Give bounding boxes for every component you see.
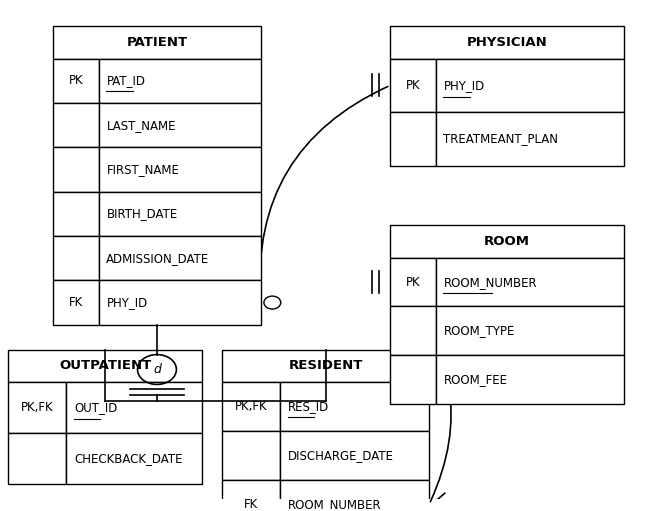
Text: RESIDENT: RESIDENT xyxy=(288,359,363,373)
Text: PK: PK xyxy=(406,79,421,92)
Text: ROOM_FEE: ROOM_FEE xyxy=(443,374,508,386)
Text: PK,FK: PK,FK xyxy=(234,400,268,413)
Bar xyxy=(53,192,98,236)
Text: TREATMEANT_PLAN: TREATMEANT_PLAN xyxy=(443,132,559,145)
Bar xyxy=(66,382,202,433)
Text: PAT_ID: PAT_ID xyxy=(106,74,145,87)
Bar xyxy=(98,281,260,324)
Text: FK: FK xyxy=(244,498,258,510)
Text: OUT_ID: OUT_ID xyxy=(74,401,117,414)
Bar xyxy=(53,103,98,147)
Text: ROOM_TYPE: ROOM_TYPE xyxy=(443,324,515,337)
Bar xyxy=(222,382,280,431)
Bar xyxy=(53,281,98,324)
Bar xyxy=(436,112,624,166)
Text: PK: PK xyxy=(68,74,83,87)
Bar xyxy=(222,480,280,511)
Text: RES_ID: RES_ID xyxy=(288,400,329,413)
Text: PK,FK: PK,FK xyxy=(21,401,53,414)
Bar xyxy=(280,480,429,511)
Bar xyxy=(222,431,280,480)
Text: PHYSICIAN: PHYSICIAN xyxy=(467,36,547,49)
Bar xyxy=(436,59,624,112)
Bar xyxy=(8,350,202,382)
Bar xyxy=(53,26,260,59)
Bar xyxy=(98,103,260,147)
Text: CHECKBACK_DATE: CHECKBACK_DATE xyxy=(74,452,182,465)
Text: ADMISSION_DATE: ADMISSION_DATE xyxy=(106,252,210,265)
Bar xyxy=(98,59,260,103)
Bar xyxy=(391,112,436,166)
Text: OUTPATIENT: OUTPATIENT xyxy=(59,359,151,373)
Bar xyxy=(391,225,624,258)
Bar xyxy=(8,382,66,433)
Bar xyxy=(66,433,202,484)
Text: PK: PK xyxy=(406,275,421,289)
Text: ROOM_NUMBER: ROOM_NUMBER xyxy=(288,498,381,510)
Bar xyxy=(280,382,429,431)
Bar xyxy=(222,350,429,382)
Bar xyxy=(436,307,624,356)
Text: ROOM: ROOM xyxy=(484,235,530,248)
Text: PATIENT: PATIENT xyxy=(126,36,187,49)
Text: LAST_NAME: LAST_NAME xyxy=(106,119,176,132)
Bar xyxy=(53,147,98,192)
Text: DISCHARGE_DATE: DISCHARGE_DATE xyxy=(288,449,394,462)
Bar xyxy=(391,356,436,404)
Bar xyxy=(8,433,66,484)
Text: PHY_ID: PHY_ID xyxy=(106,296,148,309)
Bar xyxy=(53,236,98,281)
Text: FIRST_NAME: FIRST_NAME xyxy=(106,163,179,176)
Text: d: d xyxy=(153,363,161,376)
Text: PHY_ID: PHY_ID xyxy=(443,79,485,92)
Bar xyxy=(98,192,260,236)
Bar xyxy=(280,431,429,480)
Bar xyxy=(53,59,98,103)
Bar xyxy=(391,26,624,59)
Bar xyxy=(391,59,436,112)
Text: BIRTH_DATE: BIRTH_DATE xyxy=(106,207,178,220)
Text: ROOM_NUMBER: ROOM_NUMBER xyxy=(443,275,537,289)
Text: FK: FK xyxy=(69,296,83,309)
Bar xyxy=(391,307,436,356)
Bar xyxy=(391,258,436,307)
Bar xyxy=(98,147,260,192)
Bar xyxy=(436,356,624,404)
Bar xyxy=(436,258,624,307)
Bar xyxy=(98,236,260,281)
